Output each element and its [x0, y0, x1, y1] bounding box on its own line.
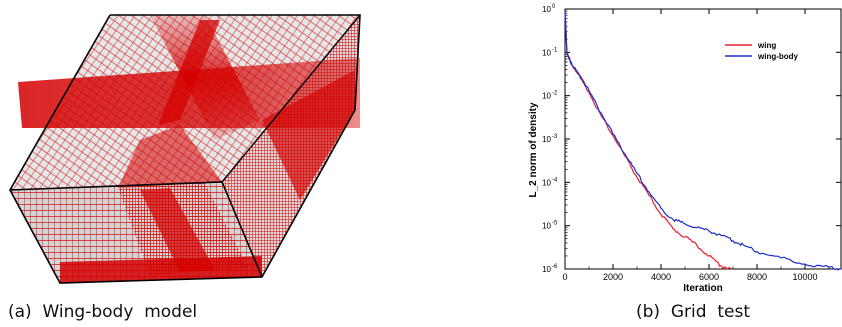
y-tick-exponent: -5 [552, 221, 558, 227]
legend-label-wing: wing [757, 41, 776, 50]
y-tick-label: 10 [542, 92, 551, 101]
grid-test-panel: 10 0 10 -1 10 -2 10 -3 10 -4 10 -5 10 -6 0 2000 4000 600… [520, 0, 842, 327]
x-axis-label: Iteration [683, 283, 722, 294]
caption-wing-body-model: (a) Wing-body model [8, 302, 198, 322]
y-tick-exponent: -2 [552, 91, 558, 97]
x-tick-label: 2000 [603, 272, 623, 282]
wing-body-mesh-figure [9, 14, 361, 284]
y-tick-label: 10 [542, 265, 551, 274]
x-tick-label: 6000 [699, 272, 719, 282]
y-tick-exponent: -4 [552, 177, 558, 183]
y-tick-exponent: -1 [552, 47, 558, 53]
y-tick-label: 10 [542, 135, 551, 144]
series-line-wing-body [564, 10, 842, 271]
plot-frame [564, 8, 842, 270]
y-tick-label: 10 [542, 5, 551, 14]
x-tick-label: 0 [562, 272, 567, 282]
y-tick-exponent: -6 [552, 264, 558, 270]
caption-grid-test: (b) Grid test [636, 302, 750, 322]
y-tick-exponent: 0 [552, 4, 556, 10]
x-tick-label: 10000 [792, 272, 817, 282]
y-tick-label: 10 [542, 222, 551, 231]
wing-body-model-panel: (a) Wing-body model [0, 0, 380, 327]
y-tick-exponent: -3 [552, 134, 558, 140]
legend-label-wing-body: wing-body [757, 52, 799, 61]
y-tick-label: 10 [542, 178, 551, 187]
series-line-wing [564, 10, 732, 270]
x-tick-label: 4000 [651, 272, 671, 282]
x-tick-label: 8000 [747, 272, 767, 282]
y-tick-label: 10 [542, 48, 551, 57]
y-axis-label: L_2 norm of density [528, 102, 539, 197]
